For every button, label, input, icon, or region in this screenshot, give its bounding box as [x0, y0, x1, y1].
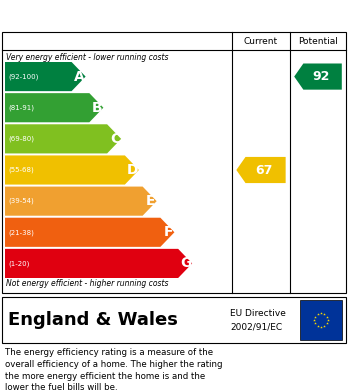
Text: E: E: [146, 194, 156, 208]
Text: (21-38): (21-38): [8, 229, 34, 235]
Polygon shape: [5, 62, 86, 91]
Text: (81-91): (81-91): [8, 104, 34, 111]
Text: Energy Efficiency Rating: Energy Efficiency Rating: [8, 7, 218, 23]
Text: F: F: [164, 225, 173, 239]
Polygon shape: [5, 156, 139, 185]
Text: (1-20): (1-20): [8, 260, 29, 267]
Polygon shape: [5, 124, 121, 153]
Text: Current: Current: [244, 36, 278, 45]
Text: 2002/91/EC: 2002/91/EC: [230, 323, 282, 332]
Polygon shape: [5, 93, 103, 122]
Text: Potential: Potential: [298, 36, 338, 45]
Text: (69-80): (69-80): [8, 136, 34, 142]
Text: 67: 67: [255, 163, 272, 176]
Text: A: A: [74, 70, 85, 84]
Text: (39-54): (39-54): [8, 198, 34, 204]
Polygon shape: [5, 249, 192, 278]
Text: Not energy efficient - higher running costs: Not energy efficient - higher running co…: [6, 280, 168, 289]
Polygon shape: [5, 218, 174, 247]
Text: (55-68): (55-68): [8, 167, 34, 173]
Text: 92: 92: [312, 70, 330, 83]
Text: England & Wales: England & Wales: [8, 311, 178, 329]
Text: G: G: [180, 256, 191, 271]
Text: (92-100): (92-100): [8, 74, 38, 80]
Text: EU Directive: EU Directive: [230, 310, 286, 319]
Polygon shape: [294, 63, 342, 90]
Text: Very energy efficient - lower running costs: Very energy efficient - lower running co…: [6, 52, 168, 61]
Text: B: B: [92, 101, 102, 115]
Text: The energy efficiency rating is a measure of the
overall efficiency of a home. T: The energy efficiency rating is a measur…: [5, 348, 222, 391]
Polygon shape: [236, 157, 286, 183]
Polygon shape: [5, 187, 157, 216]
Text: D: D: [126, 163, 138, 177]
Text: C: C: [110, 132, 120, 146]
Bar: [300, 300, 342, 340]
